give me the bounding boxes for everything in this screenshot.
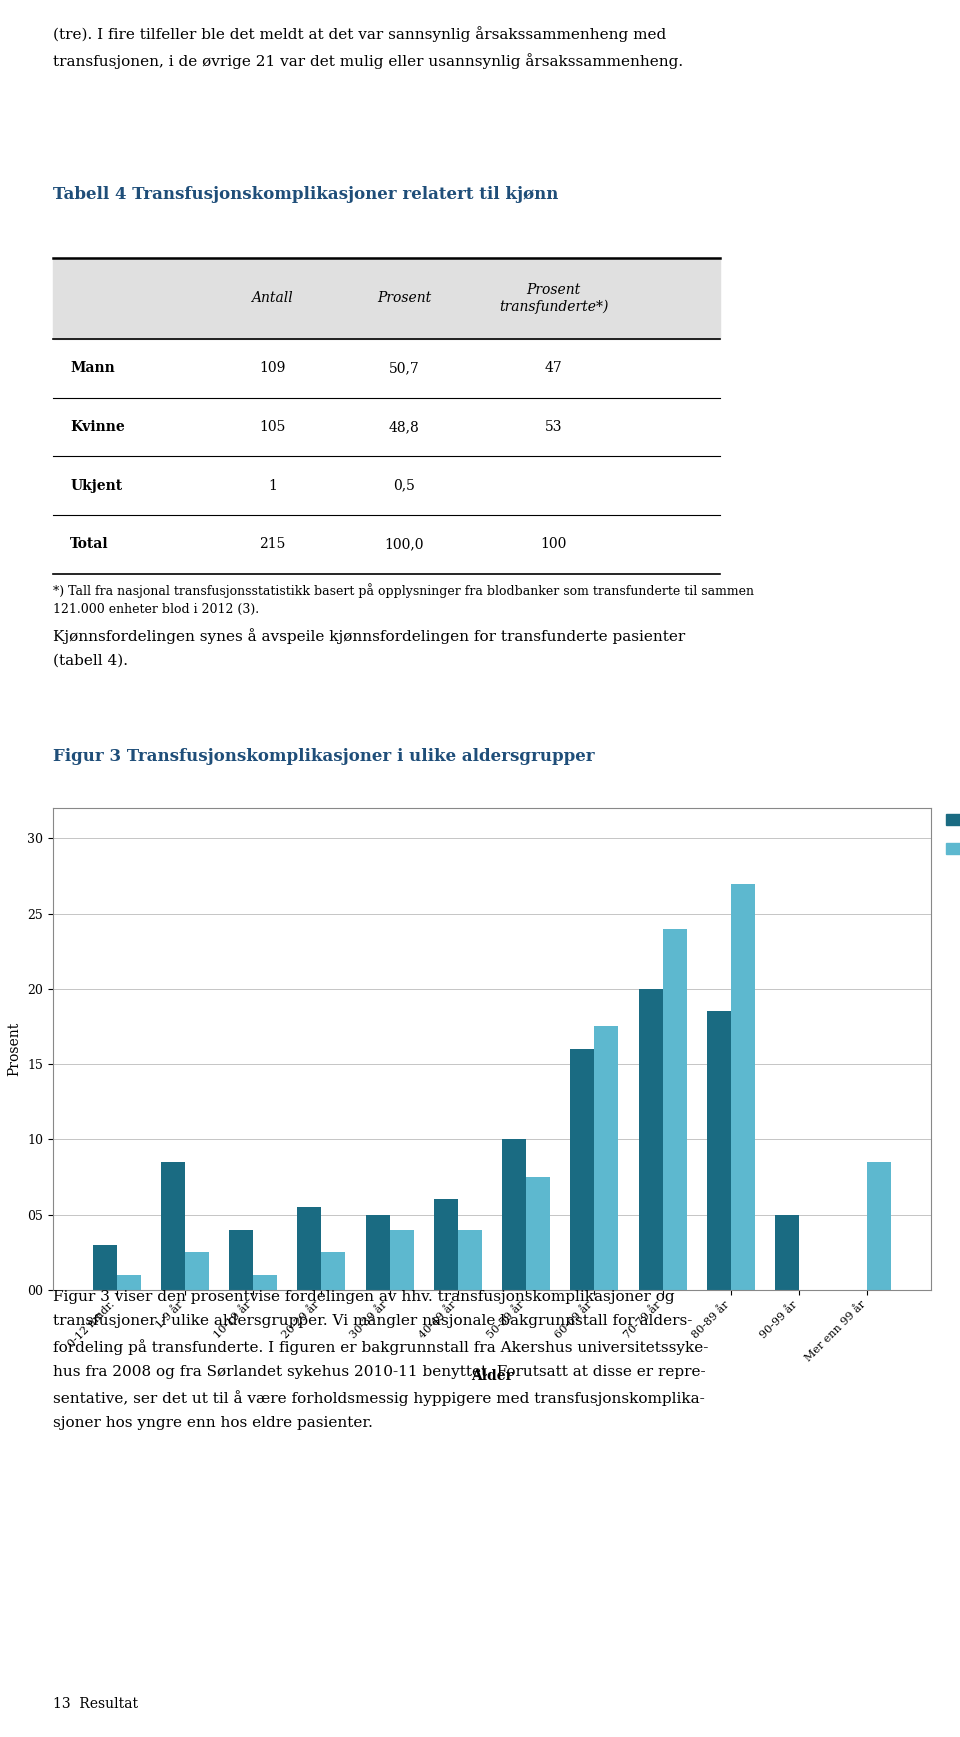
Bar [434,1200,458,1289]
Bar [322,1252,346,1289]
Text: 47: 47 [544,361,563,375]
Text: Ukjent: Ukjent [70,479,123,493]
Text: Prosent: Prosent [377,292,431,306]
Text: Prosent
transfunderte*): Prosent transfunderte*) [499,283,609,314]
Text: *) Tall fra nasjonal transfusjonsstatistikk basert på opplysninger fra blodbanke: *) Tall fra nasjonal transfusjonsstatist… [53,582,754,615]
Bar [731,884,755,1289]
Bar [707,1011,731,1289]
Text: 109: 109 [259,361,285,375]
Bar [868,1162,891,1289]
Text: 48,8: 48,8 [389,420,420,434]
Text: 50,7: 50,7 [389,361,420,375]
Legend: Transfusjonskomplikasj
oner, Transfunderte pasienter: Transfusjonskomplikasj oner, Transfunder… [947,804,960,856]
Bar [594,1027,618,1289]
Bar [366,1214,390,1289]
Bar [776,1214,799,1289]
Text: Figur 3 Transfusjonskomplikasjoner i ulike aldersgrupper: Figur 3 Transfusjonskomplikasjoner i uli… [53,749,594,766]
Text: Total: Total [70,537,109,551]
Text: Mann: Mann [70,361,115,375]
X-axis label: Alder: Alder [471,1369,513,1383]
Bar [458,1230,482,1289]
Bar [53,257,720,339]
Bar [298,1207,322,1289]
Text: 105: 105 [259,420,285,434]
Bar [390,1230,414,1289]
Text: 0,5: 0,5 [394,479,415,493]
Bar [116,1275,140,1289]
Bar [662,929,686,1289]
Bar [502,1139,526,1289]
Text: Kvinne: Kvinne [70,420,125,434]
Bar [570,1049,594,1289]
Text: 100,0: 100,0 [384,537,424,551]
Text: 53: 53 [544,420,563,434]
Bar [161,1162,185,1289]
Text: Antall: Antall [252,292,293,306]
Text: (tre). I fire tilfeller ble det meldt at det var sannsynlig årsakssammenheng med: (tre). I fire tilfeller ble det meldt at… [53,26,683,69]
Text: 13  Resultat: 13 Resultat [53,1697,138,1711]
Text: Figur 3 viser den prosentvise fordelingen av hhv. transfusjonskomplikasjoner og
: Figur 3 viser den prosentvise fordelinge… [53,1289,708,1430]
Text: Tabell 4 Transfusjonskomplikasjoner relatert til kjønn: Tabell 4 Transfusjonskomplikasjoner rela… [53,186,558,203]
Bar [526,1178,550,1289]
Text: 1: 1 [268,479,276,493]
Bar [93,1245,116,1289]
Bar [253,1275,277,1289]
Bar [638,988,662,1289]
Text: Kjønnsfordelingen synes å avspeile kjønnsfordelingen for transfunderte pasienter: Kjønnsfordelingen synes å avspeile kjønn… [53,627,685,667]
Text: 215: 215 [259,537,285,551]
Text: 100: 100 [540,537,566,551]
Y-axis label: Prosent: Prosent [8,1021,21,1077]
Bar [185,1252,208,1289]
Bar [229,1230,253,1289]
